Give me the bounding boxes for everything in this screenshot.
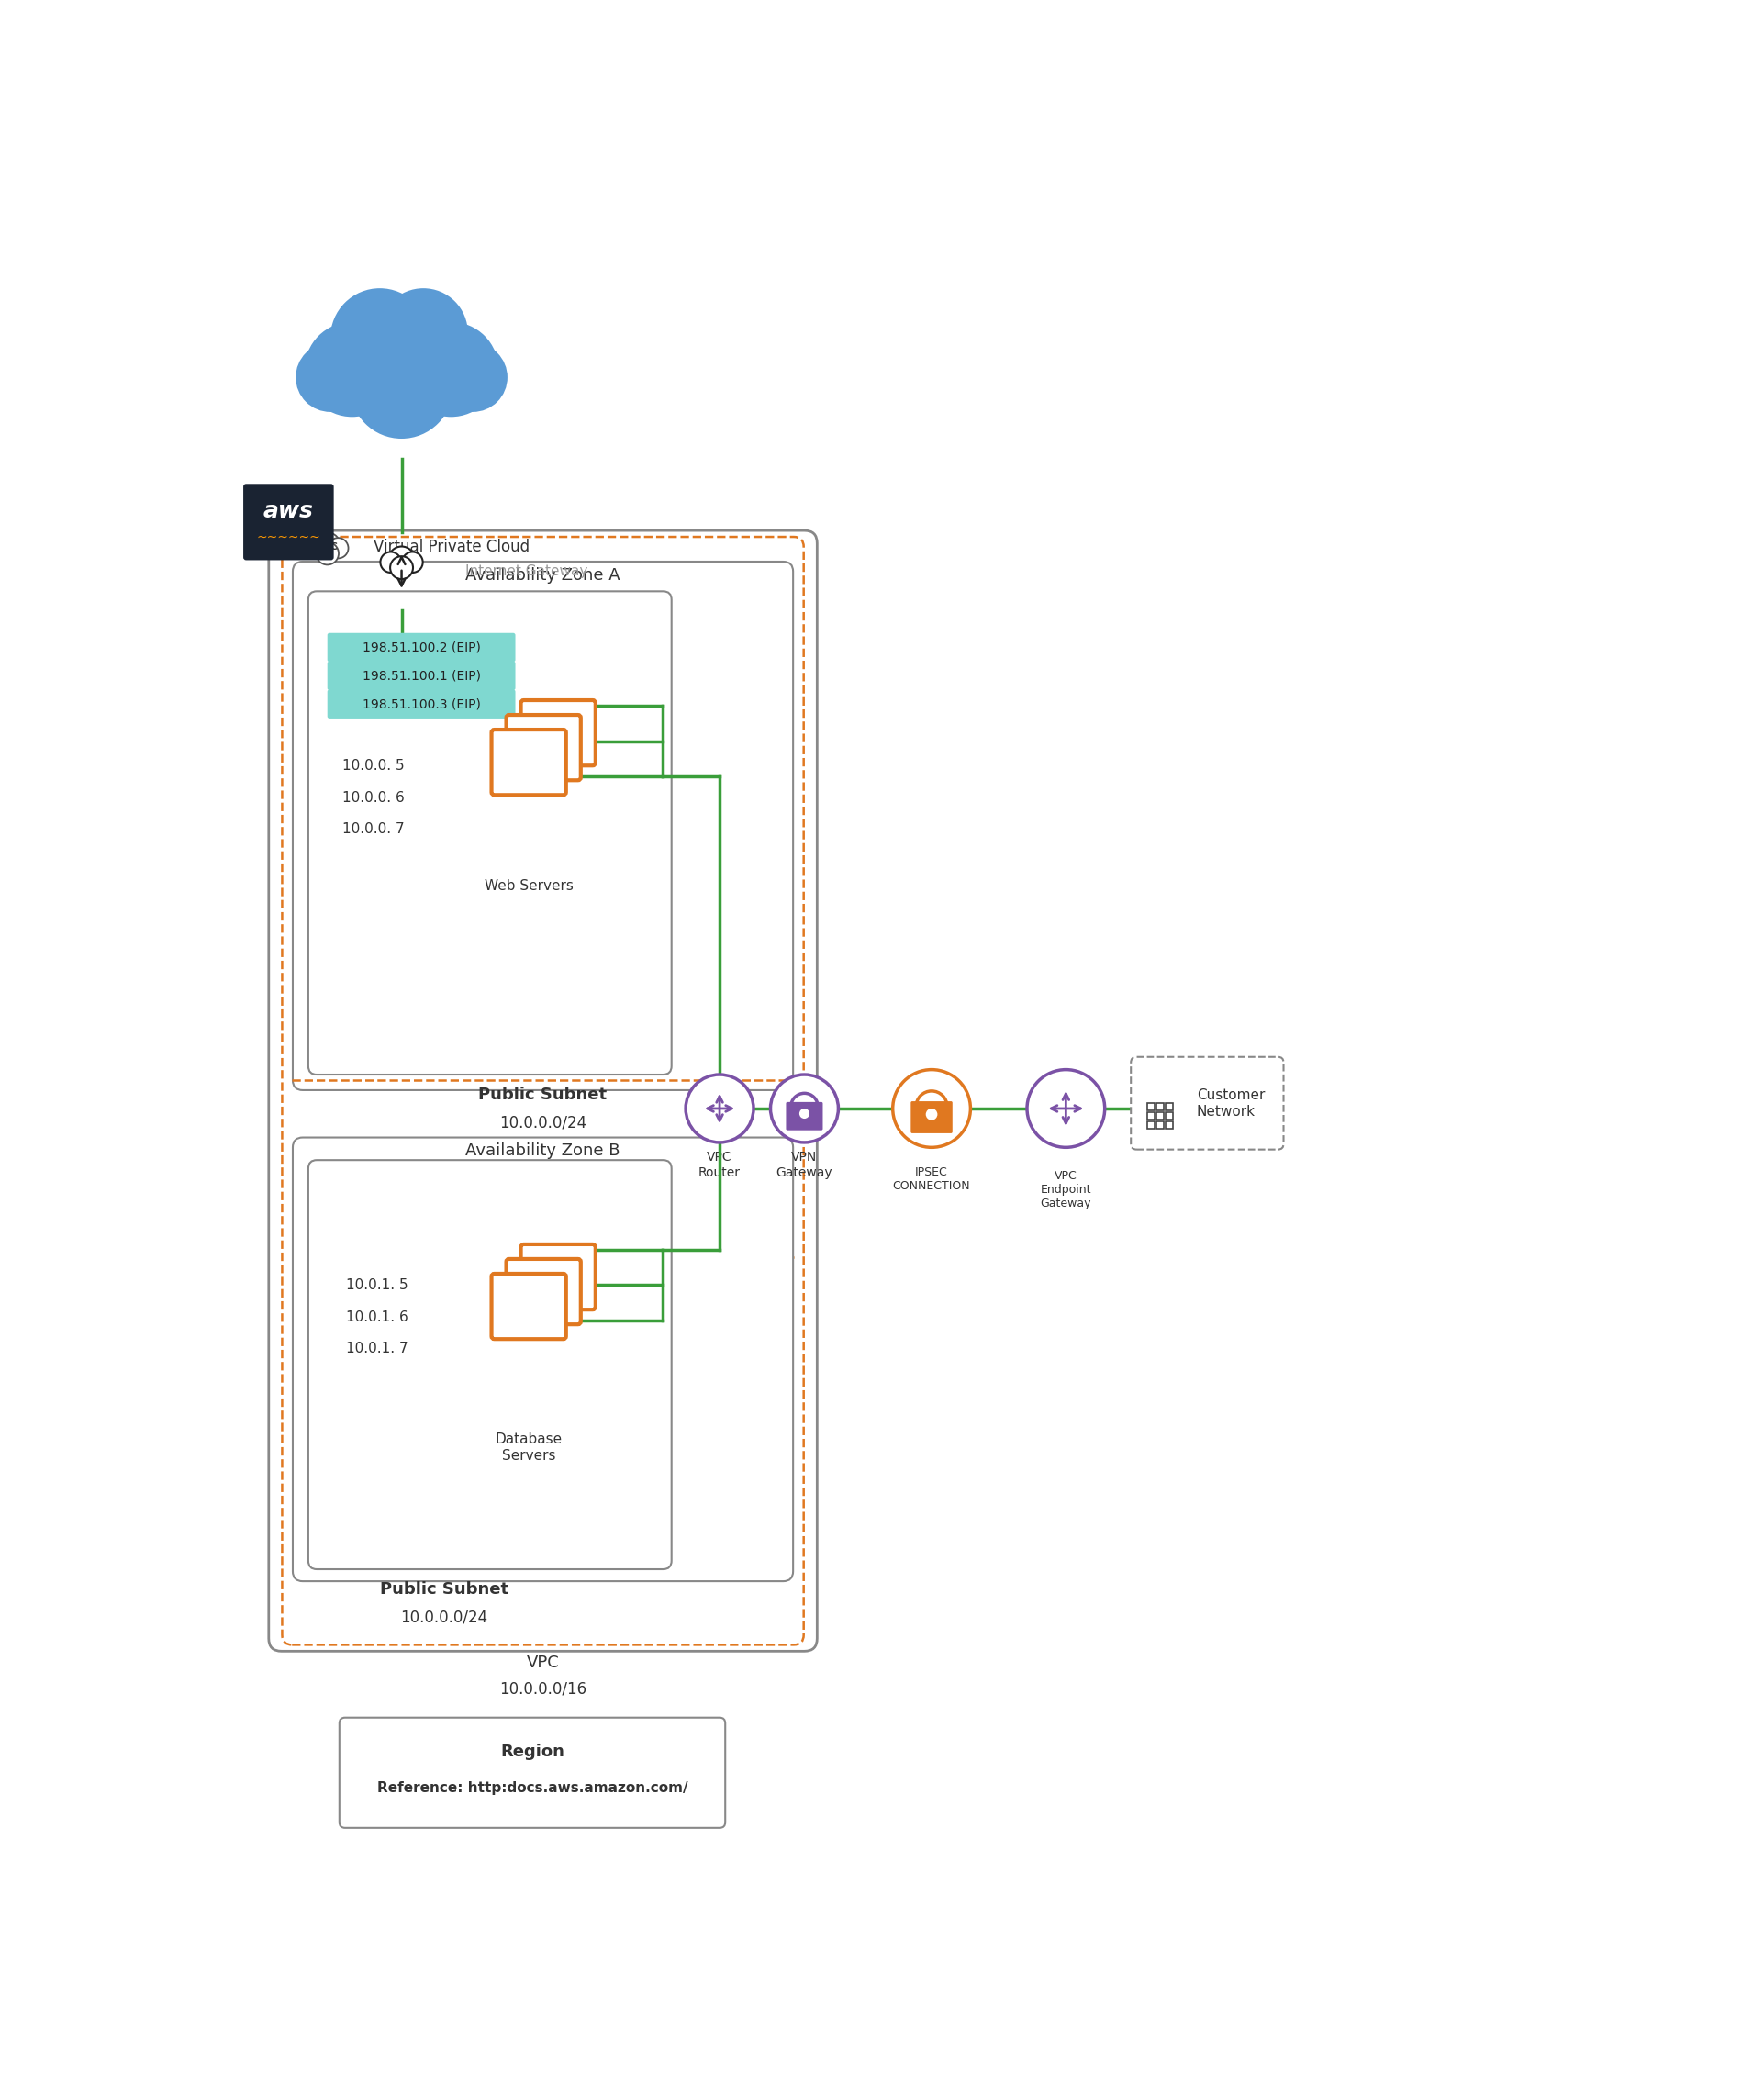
Circle shape bbox=[893, 1071, 970, 1148]
Circle shape bbox=[926, 1108, 937, 1121]
Text: 10.0.0.0/16: 10.0.0.0/16 bbox=[499, 1680, 587, 1697]
FancyBboxPatch shape bbox=[293, 561, 794, 1089]
Text: VPC
Endpoint
Gateway: VPC Endpoint Gateway bbox=[1041, 1169, 1092, 1209]
Text: Reference: http:docs.aws.amazon.com/: Reference: http:docs.aws.amazon.com/ bbox=[377, 1781, 688, 1795]
Text: 10.0.1. 7: 10.0.1. 7 bbox=[346, 1343, 407, 1355]
Circle shape bbox=[328, 538, 348, 557]
Text: VPC
Router: VPC Router bbox=[699, 1150, 741, 1179]
Circle shape bbox=[404, 323, 499, 417]
FancyBboxPatch shape bbox=[1131, 1056, 1284, 1150]
Text: 10.0.0. 7: 10.0.0. 7 bbox=[342, 823, 404, 836]
Text: 10.0.0. 5: 10.0.0. 5 bbox=[342, 758, 404, 773]
Circle shape bbox=[330, 289, 429, 388]
Circle shape bbox=[379, 289, 467, 377]
Text: Availability Zone B: Availability Zone B bbox=[466, 1142, 621, 1159]
Text: Internet Gateway: Internet Gateway bbox=[466, 566, 587, 578]
Text: VPN
Gateway: VPN Gateway bbox=[776, 1150, 833, 1179]
Text: Database
Servers: Database Servers bbox=[496, 1433, 563, 1462]
FancyBboxPatch shape bbox=[293, 1138, 794, 1582]
Circle shape bbox=[390, 557, 413, 578]
Text: ~~~~~~: ~~~~~~ bbox=[256, 532, 321, 545]
FancyBboxPatch shape bbox=[520, 700, 596, 765]
Text: IPSEC
CONNECTION: IPSEC CONNECTION bbox=[893, 1167, 970, 1192]
FancyBboxPatch shape bbox=[492, 729, 566, 794]
Text: 10.0.0.0/24: 10.0.0.0/24 bbox=[499, 1115, 587, 1131]
Text: 10.0.1. 5: 10.0.1. 5 bbox=[346, 1278, 407, 1293]
FancyBboxPatch shape bbox=[787, 1102, 822, 1131]
Text: 198.51.100.2 (EIP): 198.51.100.2 (EIP) bbox=[362, 641, 480, 654]
FancyBboxPatch shape bbox=[328, 689, 515, 719]
Circle shape bbox=[1027, 1071, 1104, 1148]
FancyBboxPatch shape bbox=[328, 633, 515, 662]
FancyBboxPatch shape bbox=[506, 714, 580, 779]
FancyBboxPatch shape bbox=[492, 1274, 566, 1339]
Circle shape bbox=[686, 1075, 753, 1142]
Circle shape bbox=[316, 543, 339, 566]
Circle shape bbox=[314, 532, 340, 557]
Text: 10.0.1. 6: 10.0.1. 6 bbox=[346, 1309, 407, 1324]
Circle shape bbox=[381, 551, 400, 572]
Text: VPC: VPC bbox=[526, 1655, 559, 1672]
Text: 10.0.0.0/24: 10.0.0.0/24 bbox=[400, 1609, 487, 1626]
FancyBboxPatch shape bbox=[506, 1259, 580, 1324]
FancyBboxPatch shape bbox=[309, 591, 672, 1075]
Circle shape bbox=[296, 344, 365, 413]
FancyBboxPatch shape bbox=[910, 1102, 953, 1133]
Text: Public Subnet: Public Subnet bbox=[478, 1085, 607, 1102]
Circle shape bbox=[305, 323, 400, 417]
Circle shape bbox=[388, 547, 415, 572]
Circle shape bbox=[402, 551, 423, 572]
Circle shape bbox=[771, 1075, 838, 1142]
Circle shape bbox=[437, 344, 508, 413]
Text: 198.51.100.3 (EIP): 198.51.100.3 (EIP) bbox=[362, 698, 480, 710]
Circle shape bbox=[349, 335, 453, 438]
Text: 198.51.100.1 (EIP): 198.51.100.1 (EIP) bbox=[362, 668, 480, 683]
FancyBboxPatch shape bbox=[328, 662, 515, 689]
Text: VPC: VPC bbox=[316, 543, 339, 551]
Text: Availability Zone A: Availability Zone A bbox=[466, 568, 621, 582]
Text: Virtual Private Cloud: Virtual Private Cloud bbox=[374, 538, 529, 555]
FancyBboxPatch shape bbox=[268, 530, 817, 1651]
Circle shape bbox=[307, 538, 326, 557]
Text: Web Servers: Web Servers bbox=[485, 880, 573, 892]
Text: 10.0.0. 6: 10.0.0. 6 bbox=[342, 790, 404, 804]
Circle shape bbox=[337, 295, 466, 423]
Text: aws: aws bbox=[263, 501, 314, 522]
Text: Region: Region bbox=[501, 1743, 564, 1760]
FancyBboxPatch shape bbox=[520, 1244, 596, 1309]
FancyBboxPatch shape bbox=[339, 1718, 725, 1827]
Text: Public Subnet: Public Subnet bbox=[379, 1582, 508, 1596]
Circle shape bbox=[799, 1108, 810, 1119]
FancyBboxPatch shape bbox=[243, 484, 333, 559]
Text: Customer
Network: Customer Network bbox=[1196, 1089, 1265, 1119]
FancyBboxPatch shape bbox=[309, 1161, 672, 1569]
